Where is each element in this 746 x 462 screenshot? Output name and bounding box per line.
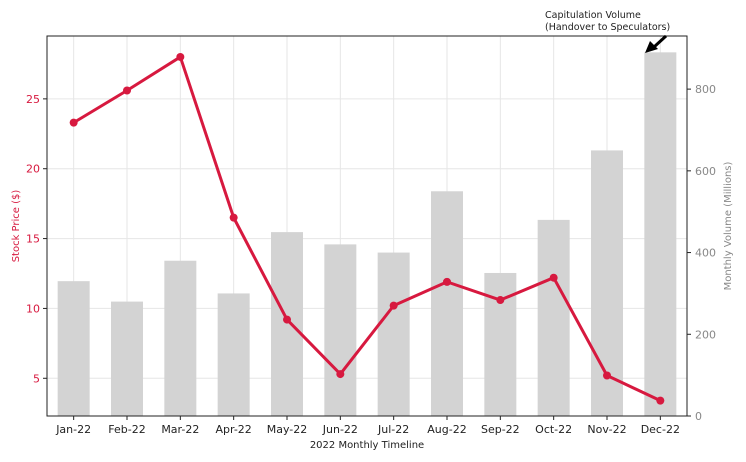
price-point xyxy=(229,213,238,222)
y-left-tick-label: 5 xyxy=(33,372,40,385)
volume-bar xyxy=(111,301,143,416)
x-tick-label: Mar-22 xyxy=(161,423,199,436)
price-line-path xyxy=(72,55,661,402)
price-point xyxy=(389,301,398,310)
y-right-tick-label: 800 xyxy=(695,83,716,96)
annotation-line-1: Capitulation Volume xyxy=(545,10,641,21)
x-tick-label: Nov-22 xyxy=(587,423,626,436)
annotation-arrow-head xyxy=(645,41,658,53)
x-tick-label: Oct-22 xyxy=(535,423,572,436)
volume-bar xyxy=(217,293,250,416)
volume-bar xyxy=(324,244,357,416)
x-tick-label: Apr-22 xyxy=(216,423,252,436)
y-axis-left-title: Stock Price ($) xyxy=(11,190,22,263)
x-axis: Jan-22 Feb-22 Mar-22 Apr-22 May-22 Jun-22 Jul-… xyxy=(55,416,680,436)
price-point xyxy=(176,52,185,61)
price-point xyxy=(283,315,291,324)
price-point xyxy=(123,86,131,95)
volume-bar xyxy=(377,252,410,416)
price-line xyxy=(69,52,665,405)
y-left-tick-label: 15 xyxy=(26,233,40,246)
y-right-tick-label: 600 xyxy=(695,165,716,178)
volume-bar xyxy=(57,281,90,416)
volume-bar xyxy=(431,191,463,416)
y-left-tick-label: 20 xyxy=(26,163,40,176)
y-axis-right-title: Monthly Volume (Millions) xyxy=(723,162,734,291)
x-axis-title: 2022 Monthly Timeline xyxy=(310,440,424,451)
volume-bars xyxy=(57,52,677,416)
annotation-arrow-shaft xyxy=(652,34,668,49)
x-tick-label: Aug-22 xyxy=(427,423,466,436)
y-axis-right: 0 200 400 600 800 xyxy=(687,83,716,423)
price-point xyxy=(496,296,505,305)
price-point xyxy=(656,396,665,405)
price-point xyxy=(603,371,611,380)
x-tick-label: Dec-22 xyxy=(641,423,680,436)
y-axis-left: 5 10 15 20 25 xyxy=(26,93,47,385)
volume-bar xyxy=(537,219,570,416)
x-tick-label: Sep-22 xyxy=(481,423,520,436)
x-tick-label: Feb-22 xyxy=(108,423,145,436)
price-point xyxy=(443,277,451,286)
y-left-tick-label: 10 xyxy=(26,302,40,315)
x-tick-label: Jun-22 xyxy=(322,423,358,436)
price-point xyxy=(336,370,345,379)
annotation-line-2: (Handover to Speculators) xyxy=(545,22,670,33)
volume-bar xyxy=(644,52,677,416)
y-right-tick-label: 400 xyxy=(695,247,716,260)
x-tick-label: Jul-22 xyxy=(377,423,409,436)
y-right-tick-label: 200 xyxy=(695,328,716,341)
volume-bar xyxy=(271,232,303,416)
y-left-tick-label: 25 xyxy=(26,93,40,106)
x-tick-label: May-22 xyxy=(267,423,308,436)
price-point xyxy=(549,273,558,282)
capitulation-annotation: Capitulation Volume (Handover to Specula… xyxy=(545,10,670,53)
price-point xyxy=(69,118,78,127)
y-right-tick-label: 0 xyxy=(695,410,702,423)
volume-bar xyxy=(164,260,197,416)
x-tick-label: Jan-22 xyxy=(55,423,91,436)
plot-frame xyxy=(46,35,688,417)
